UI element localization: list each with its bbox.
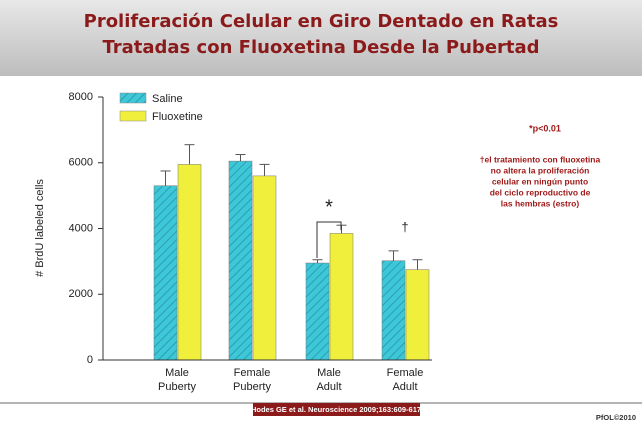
bar <box>305 262 330 361</box>
marker: * <box>325 196 333 218</box>
title-line: Tratadas con Fluoxetina Desde la Puberta… <box>102 37 539 58</box>
note-line: celular en ningún punto <box>492 176 588 186</box>
note-line: no altera la proliferación <box>491 165 590 175</box>
bar <box>405 269 430 361</box>
bar <box>177 164 202 361</box>
y-axis-label: # BrdU labeled cells <box>34 179 46 277</box>
legend-swatch <box>119 92 147 104</box>
header <box>0 0 642 76</box>
y-tick-label: 2000 <box>69 288 93 300</box>
credit: PfOL©2010 <box>596 413 636 422</box>
bar <box>252 175 277 361</box>
note-line: del ciclo reproductivo de <box>490 187 591 197</box>
y-tick-label: 6000 <box>69 157 93 169</box>
bar <box>153 185 178 361</box>
x-tick-label: Adult <box>392 381 417 393</box>
x-tick-label: Adult <box>316 381 341 393</box>
significance: *p<0.01 <box>529 123 561 133</box>
marker: † <box>401 219 408 234</box>
x-tick-label: Puberty <box>158 381 196 393</box>
bar <box>381 260 406 361</box>
legend-label: Fluoxetine <box>152 111 203 123</box>
note-line: las hembras (estro) <box>501 198 580 208</box>
citation: Hodes GE et al. Neuroscience 2009;163:60… <box>251 405 421 414</box>
bracket <box>316 221 342 258</box>
bar <box>329 233 354 361</box>
x-tick-label: Female <box>234 367 271 379</box>
y-tick-label: 8000 <box>69 91 93 103</box>
x-tick-label: Puberty <box>233 381 271 393</box>
citation-box <box>253 403 420 416</box>
title-line: Proliferación Celular en Giro Dentado en… <box>84 11 559 32</box>
legend-label: Saline <box>152 93 183 105</box>
legend-swatch <box>119 110 147 122</box>
x-tick-label: Male <box>165 367 189 379</box>
x-tick-label: Male <box>317 367 341 379</box>
x-tick-label: Female <box>387 367 424 379</box>
bar <box>228 160 253 361</box>
note-line: †el tratamiento con fluoxetina <box>480 154 601 164</box>
y-tick-label: 0 <box>87 354 93 366</box>
y-tick-label: 4000 <box>69 222 93 234</box>
